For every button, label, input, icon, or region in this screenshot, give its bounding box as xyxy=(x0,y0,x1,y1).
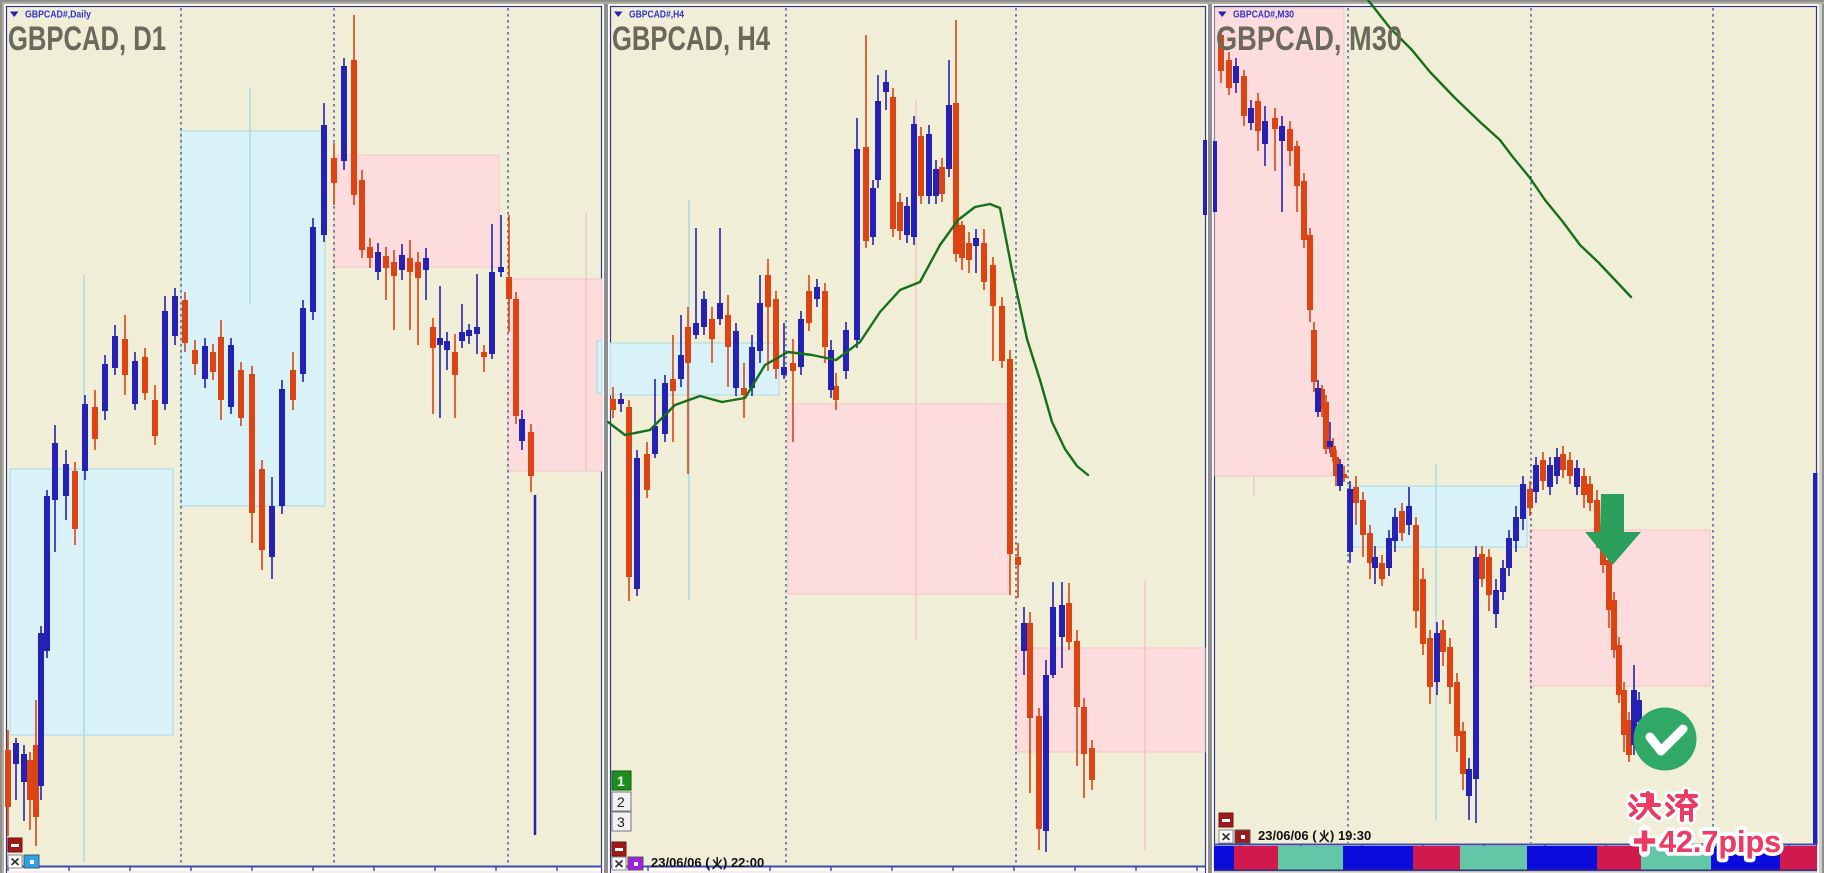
svg-text:1: 1 xyxy=(617,773,625,789)
svg-text:3: 3 xyxy=(617,814,625,830)
svg-text:GBPCAD, H4: GBPCAD, H4 xyxy=(612,20,770,58)
svg-text:GBPCAD#,H4: GBPCAD#,H4 xyxy=(629,9,684,21)
svg-text:GBPCAD#,M30: GBPCAD#,M30 xyxy=(1233,9,1294,21)
svg-text:23/06/06 (: 23/06/06 ( xyxy=(1258,828,1317,843)
svg-text:2: 2 xyxy=(617,794,625,810)
svg-text:) 22:00: ) 22:00 xyxy=(723,855,764,870)
svg-text:) 19:30: ) 19:30 xyxy=(1330,828,1371,843)
svg-text:42.7pips: 42.7pips xyxy=(1659,825,1781,859)
svg-text:42.7pips: 42.7pips xyxy=(1659,825,1781,859)
svg-text:GBPCAD#,Daily: GBPCAD#,Daily xyxy=(25,9,91,21)
svg-text:GBPCAD, M30: GBPCAD, M30 xyxy=(1216,20,1402,58)
svg-text:23/06/06 (: 23/06/06 ( xyxy=(651,855,710,870)
svg-text:GBPCAD, D1: GBPCAD, D1 xyxy=(8,20,166,58)
